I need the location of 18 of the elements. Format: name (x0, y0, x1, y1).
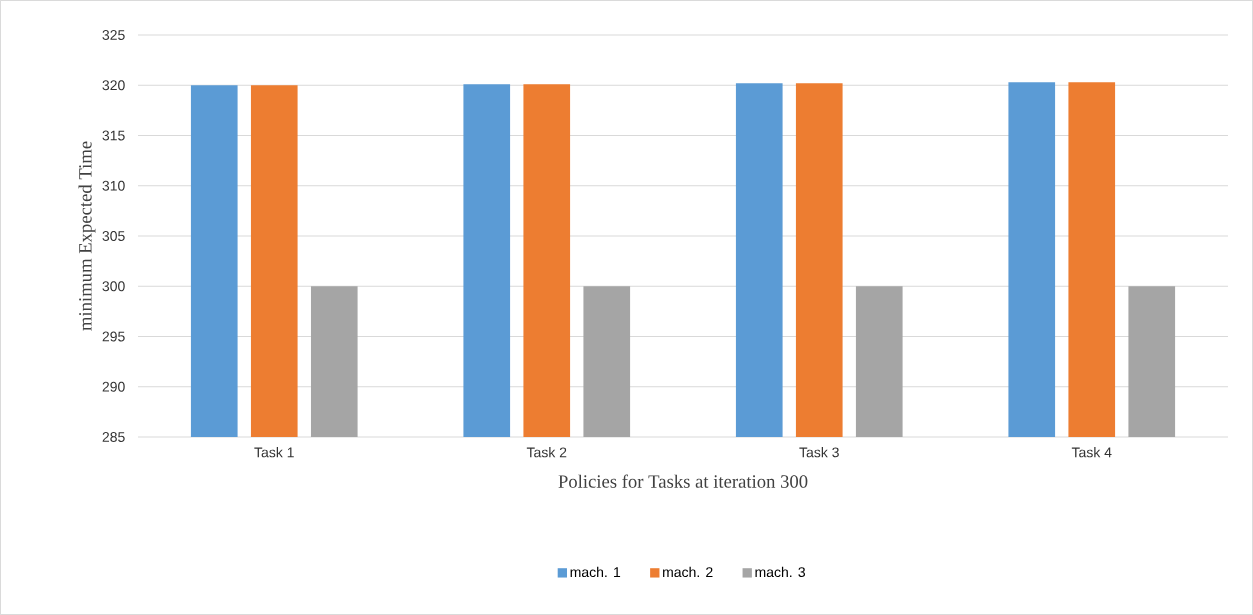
x-tick-label: Task 3 (799, 447, 839, 458)
y-tick-label: 315 (102, 130, 125, 141)
y-tick-label: 290 (102, 381, 125, 392)
y-tick-label: 295 (102, 331, 125, 342)
y-tick-label: 305 (102, 231, 125, 241)
x-tick-label: Task 2 (526, 447, 567, 458)
y-tick-label: 310 (102, 180, 125, 191)
x-tick-label: Task 1 (254, 447, 294, 458)
y-tick-label: 325 (102, 30, 125, 40)
x-tick-label: Task 4 (1071, 447, 1112, 458)
legend-label: mach. 3 (755, 566, 806, 578)
legend-label: mach. 1 (570, 566, 621, 578)
y-tick-label: 320 (102, 80, 125, 91)
legend-label: mach. 2 (663, 566, 713, 578)
y-tick-label: 300 (102, 281, 125, 292)
y-tick-label: 285 (102, 432, 125, 442)
y-axis-title: minimum Expected Time (78, 141, 96, 331)
x-axis-title: Policies for Tasks at iteration 300 (558, 474, 808, 488)
